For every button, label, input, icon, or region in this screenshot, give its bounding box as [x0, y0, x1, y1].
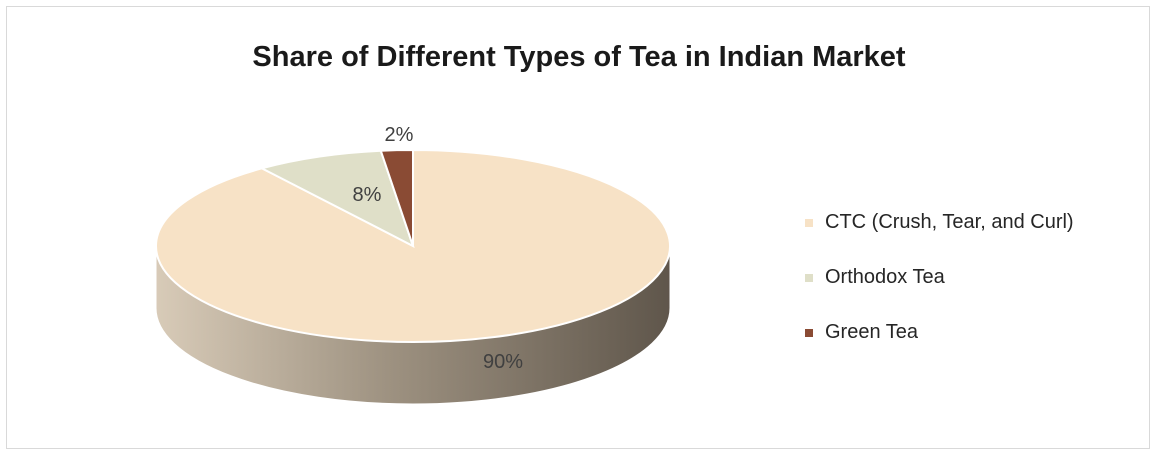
- chart-title: Share of Different Types of Tea in India…: [252, 41, 906, 73]
- legend-label-ctc: CTC (Crush, Tear, and Curl): [825, 211, 1074, 233]
- pie-slice-orthodox: [259, 149, 415, 249]
- data-label-green-tea: 2%: [385, 124, 414, 146]
- pie-slices: [155, 148, 671, 405]
- pie-data-labels: 90% 8% 2%: [353, 124, 524, 373]
- legend-item-orthodox: Orthodox Tea: [805, 264, 1074, 291]
- pie-chart: 90% 8% 2%: [155, 124, 671, 405]
- legend-item-green-tea: Green Tea: [805, 319, 1074, 346]
- pie-slice-green-tea: [379, 148, 414, 247]
- legend: CTC (Crush, Tear, and Curl) Orthodox Tea…: [805, 209, 1074, 374]
- legend-item-ctc: CTC (Crush, Tear, and Curl): [805, 209, 1074, 236]
- data-label-orthodox: 8%: [353, 184, 382, 206]
- legend-swatch-green-tea: [805, 328, 813, 337]
- legend-label-orthodox: Orthodox Tea: [825, 266, 945, 288]
- legend-swatch-ctc: [805, 218, 813, 227]
- legend-label-green-tea: Green Tea: [825, 321, 919, 343]
- data-label-ctc: 90%: [483, 351, 523, 373]
- pie-slice-ctc: [155, 148, 671, 343]
- chart-frame: Share of Different Types of Tea in India…: [6, 6, 1150, 449]
- legend-swatch-orthodox: [805, 273, 813, 282]
